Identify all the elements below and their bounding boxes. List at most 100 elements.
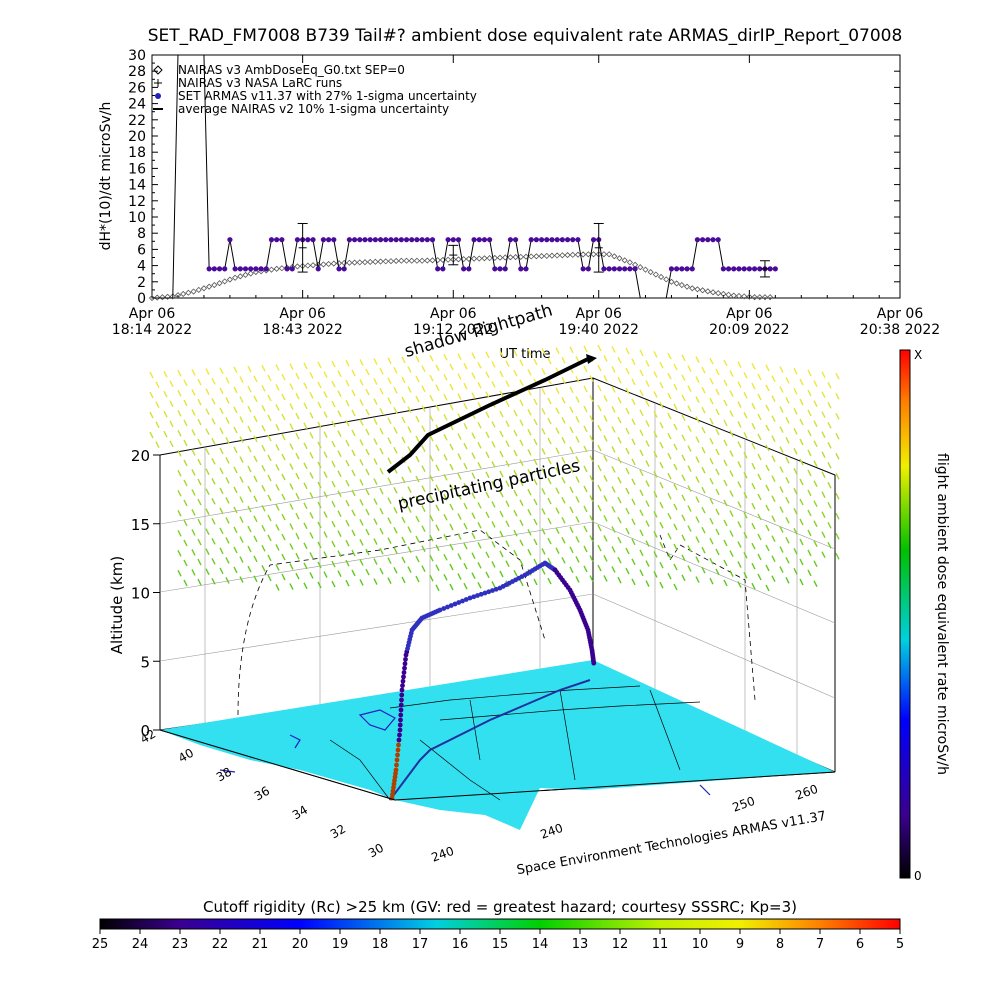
particle-mark <box>631 578 636 586</box>
legend-label: average NAIRAS v2 10% 1-sigma uncertaint… <box>178 102 449 116</box>
x-tick-label-date: Apr 06 <box>430 306 477 322</box>
flight-point <box>398 707 404 713</box>
particle-mark <box>715 488 720 496</box>
particle-mark <box>751 562 756 570</box>
rigidity-tick-label: 22 <box>212 937 229 952</box>
particle-mark <box>631 458 636 466</box>
altitude-tick-label: 5 <box>140 653 150 671</box>
particle-mark <box>687 525 692 532</box>
particle-mark <box>205 488 210 495</box>
particle-mark <box>645 380 650 387</box>
particle-mark <box>261 384 266 392</box>
particle-mark <box>219 447 224 455</box>
particle-mark <box>415 495 420 503</box>
armas-point <box>466 266 472 272</box>
particle-mark <box>751 442 756 450</box>
particle-mark <box>639 429 644 437</box>
particle-mark <box>435 524 440 532</box>
particle-mark <box>589 575 594 582</box>
flight-point <box>398 712 404 718</box>
latitude-tick-label: 32 <box>328 822 348 842</box>
particle-mark <box>533 498 538 506</box>
particle-mark <box>575 376 580 383</box>
credit-label: Space Environment Technologies ARMAS v11… <box>516 809 828 878</box>
particle-mark <box>611 386 616 393</box>
particle-mark <box>785 557 790 564</box>
armas-point <box>772 266 778 272</box>
nairas-v3-point <box>216 280 223 287</box>
rigidity-tick-label: 9 <box>736 937 744 952</box>
armas-point <box>274 237 280 243</box>
particle-mark <box>653 391 658 398</box>
particle-mark <box>513 469 518 477</box>
particle-mark <box>709 577 714 585</box>
armas-point <box>331 237 337 243</box>
particle-mark <box>233 546 238 554</box>
flight-point <box>398 702 404 708</box>
particle-mark <box>281 473 286 481</box>
flight-point <box>394 762 399 768</box>
particle-mark <box>645 440 650 447</box>
particle-mark <box>589 515 594 522</box>
particle-mark <box>765 584 770 592</box>
particle-mark <box>471 392 476 399</box>
particle-mark <box>807 469 812 477</box>
particle-mark <box>617 396 622 404</box>
particle-mark <box>485 391 490 399</box>
particle-mark <box>239 516 244 523</box>
particle-mark <box>659 421 664 429</box>
particle-mark <box>583 565 588 573</box>
nairas-v3-point <box>522 253 530 260</box>
particle-mark <box>527 389 532 396</box>
legend-symbol-dot <box>155 93 161 99</box>
particle-mark <box>673 543 678 551</box>
particle-mark <box>295 492 300 500</box>
particle-mark <box>723 479 728 487</box>
armas-point <box>554 237 560 243</box>
particle-mark <box>555 547 560 554</box>
particle-mark <box>233 466 238 474</box>
particle-mark <box>205 408 210 415</box>
particle-mark <box>197 498 202 506</box>
particle-mark <box>457 393 462 400</box>
particle-mark <box>751 462 756 470</box>
particle-mark <box>597 424 602 432</box>
particle-mark <box>211 477 216 485</box>
particle-mark <box>317 581 322 589</box>
particle-mark <box>799 538 804 546</box>
nairas-v3-point <box>496 254 504 261</box>
particle-mark <box>701 546 706 554</box>
particle-mark <box>625 427 630 435</box>
particle-mark <box>471 492 476 499</box>
latitude-tick-label: 40 <box>176 746 196 766</box>
particle-mark <box>723 579 728 587</box>
particle-mark <box>345 459 350 467</box>
particle-mark <box>205 368 210 375</box>
particle-mark <box>827 402 832 409</box>
particle-mark <box>709 417 714 425</box>
particle-mark <box>533 458 538 466</box>
particle-mark <box>303 502 308 510</box>
particle-mark <box>793 567 798 575</box>
particle-mark <box>583 505 588 513</box>
particle-mark <box>541 408 546 415</box>
particle-mark <box>393 407 398 414</box>
particle-mark <box>611 506 616 513</box>
particle-mark <box>491 421 496 428</box>
flight-point <box>391 781 397 787</box>
particle-mark <box>687 485 692 492</box>
particle-mark <box>639 549 644 557</box>
flight-point <box>475 593 480 598</box>
particle-mark <box>365 488 370 496</box>
nairas-v3-point <box>372 258 379 265</box>
nairas-v3-point <box>554 252 561 259</box>
particle-mark <box>541 488 546 495</box>
particle-mark <box>625 387 630 395</box>
particle-mark <box>225 417 230 424</box>
particle-mark <box>751 362 756 370</box>
flightpath-arrow <box>586 354 597 364</box>
particle-mark <box>771 395 776 402</box>
flight-point <box>486 589 492 595</box>
particle-mark <box>295 552 300 560</box>
particle-mark <box>499 410 504 418</box>
